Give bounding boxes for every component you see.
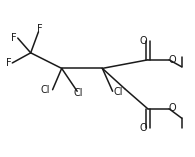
Text: Cl: Cl xyxy=(114,87,123,97)
Text: Cl: Cl xyxy=(40,85,50,95)
Text: O: O xyxy=(139,36,147,46)
Text: O: O xyxy=(139,122,147,133)
Text: O: O xyxy=(168,55,176,65)
Text: F: F xyxy=(37,24,42,34)
Text: F: F xyxy=(6,58,11,68)
Text: O: O xyxy=(168,103,176,113)
Text: Cl: Cl xyxy=(73,88,83,98)
Text: F: F xyxy=(11,33,17,43)
